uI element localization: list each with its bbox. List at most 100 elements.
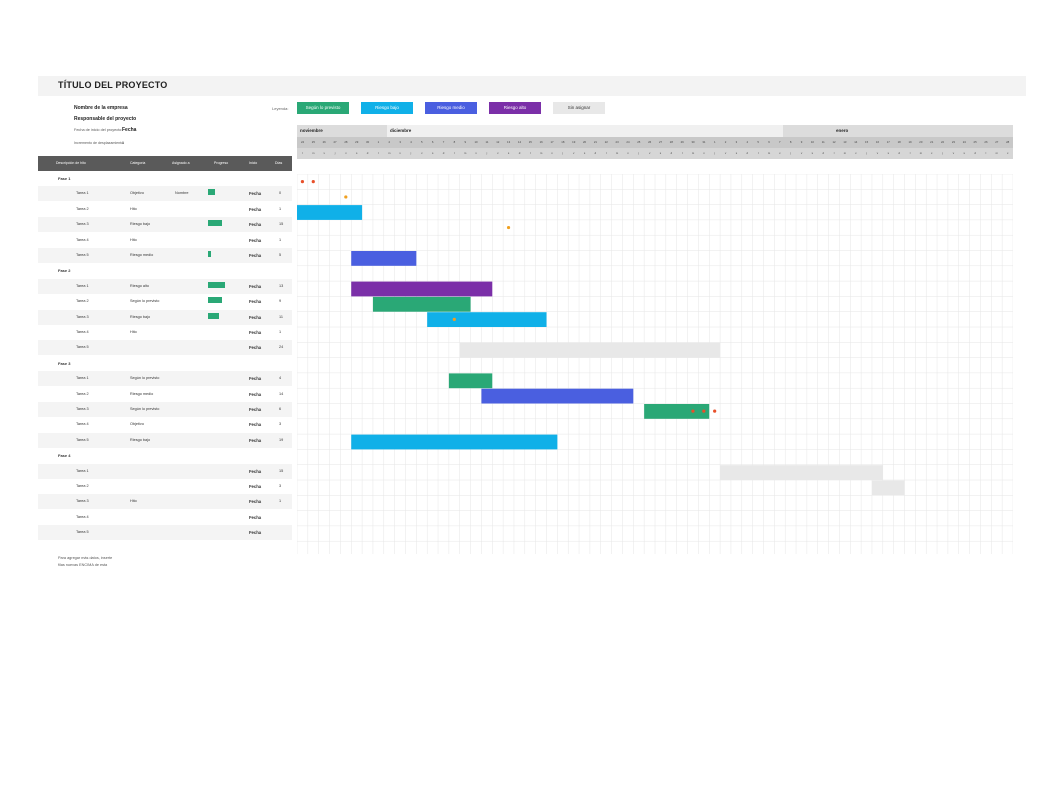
table-row[interactable]: Tarea 5 Fecha: [38, 525, 292, 541]
task-days[interactable]: 13: [279, 283, 284, 288]
task-start[interactable]: Fecha: [249, 299, 262, 305]
task-label[interactable]: Tarea 1: [76, 376, 89, 381]
task-bar[interactable]: [297, 205, 363, 220]
task-category[interactable]: Riesgo bajo: [130, 222, 151, 227]
task-bar[interactable]: [351, 251, 417, 266]
task-start[interactable]: Fecha: [249, 468, 262, 474]
task-days[interactable]: 14: [279, 391, 284, 396]
task-start[interactable]: Fecha: [249, 514, 262, 520]
task-label[interactable]: Tarea 4: [76, 422, 89, 427]
task-bar[interactable]: [448, 373, 493, 389]
task-start[interactable]: Fecha: [249, 437, 262, 443]
task-label[interactable]: Tarea 2: [76, 391, 89, 396]
task-start[interactable]: Fecha: [249, 499, 262, 505]
project-manager[interactable]: Responsable del proyecto: [74, 116, 137, 122]
start-date-value[interactable]: Fecha: [122, 127, 137, 133]
phase-row[interactable]: Fase 3: [38, 356, 292, 371]
task-bar[interactable]: [720, 465, 883, 480]
task-bar[interactable]: [351, 434, 558, 450]
table-row[interactable]: Tarea 2 Hito Fecha 1: [38, 202, 292, 217]
task-start[interactable]: Fecha: [249, 407, 262, 412]
task-days[interactable]: 5: [279, 253, 282, 257]
task-bar[interactable]: [644, 404, 710, 419]
table-row[interactable]: Tarea 1 Riesgo alto Fecha 13: [38, 278, 292, 294]
task-category[interactable]: Riesgo bajo: [130, 314, 151, 319]
task-label[interactable]: Tarea 1: [76, 283, 89, 288]
task-category[interactable]: Hito: [130, 206, 137, 211]
task-category[interactable]: Hito: [130, 237, 137, 242]
task-label[interactable]: Tarea 4: [76, 330, 89, 334]
task-days[interactable]: 1: [279, 330, 282, 334]
task-start[interactable]: Fecha: [249, 206, 262, 212]
task-category[interactable]: Según lo previsto: [130, 407, 160, 411]
task-label[interactable]: Tarea 3: [76, 407, 89, 411]
table-row[interactable]: Tarea 1 Objetivo Nombre Fecha 0: [38, 186, 292, 202]
table-row[interactable]: Tarea 1 Fecha 15: [38, 463, 292, 479]
table-row[interactable]: Tarea 4 Fecha: [38, 510, 292, 525]
task-days[interactable]: 24: [279, 345, 284, 350]
phase-row[interactable]: Fase 4: [38, 448, 292, 463]
task-label[interactable]: Tarea 2: [76, 484, 89, 488]
task-bar[interactable]: [871, 480, 905, 496]
task-label[interactable]: Tarea 1: [76, 468, 89, 473]
table-row[interactable]: Tarea 2 Según lo previsto Fecha 9: [38, 294, 292, 309]
task-category[interactable]: Hito: [130, 330, 137, 334]
task-label[interactable]: Tarea 3: [76, 499, 89, 504]
task-label[interactable]: Tarea 3: [76, 314, 89, 319]
task-category[interactable]: Riesgo bajo: [130, 437, 151, 442]
task-label[interactable]: Tarea 4: [76, 514, 89, 519]
task-category[interactable]: Objetivo: [130, 191, 144, 196]
task-days[interactable]: 0: [279, 191, 282, 196]
task-label[interactable]: Tarea 2: [76, 206, 89, 211]
task-bar[interactable]: [481, 388, 634, 404]
table-row[interactable]: Tarea 3 Riesgo bajo Fecha 11: [38, 309, 292, 325]
task-bar[interactable]: [427, 312, 547, 327]
task-days[interactable]: 6: [279, 407, 282, 411]
task-category[interactable]: Riesgo alto: [130, 283, 149, 288]
task-start[interactable]: Fecha: [249, 530, 262, 536]
task-days[interactable]: 1: [279, 206, 282, 211]
company-name[interactable]: Nombre de la empresa: [74, 105, 128, 111]
task-label[interactable]: Tarea 5: [76, 437, 89, 442]
task-days[interactable]: 1: [279, 237, 282, 242]
task-days[interactable]: 15: [279, 222, 284, 227]
table-row[interactable]: Tarea 3 Hito Fecha 1: [38, 494, 292, 510]
task-days[interactable]: 3: [279, 484, 282, 488]
phase-row[interactable]: Fase 1: [38, 171, 292, 186]
task-start[interactable]: Fecha: [249, 376, 262, 382]
task-label[interactable]: Tarea 5: [76, 253, 89, 257]
task-category[interactable]: Hito: [130, 499, 137, 504]
table-row[interactable]: Tarea 4 Hito Fecha 1: [38, 325, 292, 340]
table-row[interactable]: Tarea 2 Fecha 3: [38, 479, 292, 494]
task-start[interactable]: Fecha: [249, 253, 262, 258]
task-bar[interactable]: [351, 281, 493, 297]
task-start[interactable]: Fecha: [249, 237, 262, 243]
task-label[interactable]: Tarea 2: [76, 299, 89, 304]
task-label[interactable]: Tarea 4: [76, 237, 89, 242]
task-label[interactable]: Tarea 3: [76, 222, 89, 227]
table-row[interactable]: Tarea 3 Según lo previsto Fecha 6: [38, 402, 292, 417]
task-start[interactable]: Fecha: [249, 422, 262, 428]
task-start[interactable]: Fecha: [249, 191, 262, 197]
task-start[interactable]: Fecha: [249, 330, 262, 335]
task-start[interactable]: Fecha: [249, 283, 262, 289]
task-start[interactable]: Fecha: [249, 345, 262, 351]
task-bar[interactable]: [459, 342, 721, 358]
phase-row[interactable]: Fase 2: [38, 263, 292, 278]
task-bar[interactable]: [372, 296, 471, 312]
table-row[interactable]: Tarea 4 Hito Fecha 1: [38, 233, 292, 248]
task-category[interactable]: Riesgo medio: [130, 253, 154, 257]
table-row[interactable]: Tarea 2 Riesgo medio Fecha 14: [38, 387, 292, 402]
task-days[interactable]: 9: [279, 299, 282, 304]
table-row[interactable]: Tarea 3 Riesgo bajo Fecha 15: [38, 217, 292, 233]
task-days[interactable]: 3: [279, 422, 282, 427]
task-category[interactable]: Según lo previsto: [130, 376, 160, 381]
table-row[interactable]: Tarea 1 Según lo previsto Fecha 4: [38, 371, 292, 387]
task-category[interactable]: Según lo previsto: [130, 299, 160, 304]
table-row[interactable]: Tarea 5 Riesgo medio Fecha 5: [38, 248, 292, 263]
table-row[interactable]: Tarea 5 Fecha 24: [38, 340, 292, 356]
task-category[interactable]: Riesgo medio: [130, 391, 154, 396]
scroll-increment-value[interactable]: 1: [122, 141, 125, 145]
task-label[interactable]: Tarea 5: [76, 530, 89, 535]
task-label[interactable]: Tarea 1: [76, 191, 89, 196]
